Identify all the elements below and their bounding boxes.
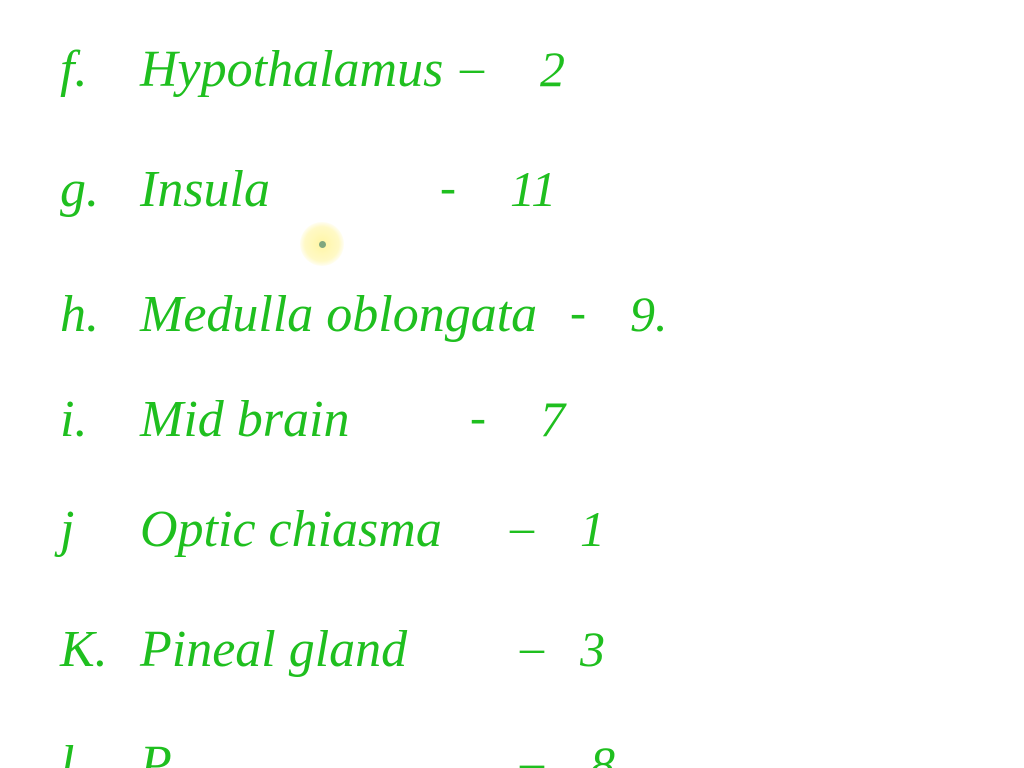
- row-letter: g.: [60, 160, 99, 219]
- row-term: Hypothalamus: [140, 40, 443, 99]
- row-dash: –: [520, 620, 544, 675]
- handwritten-page: f. Hypothalamus – 2 g. Insula - 11 h. Me…: [0, 0, 1024, 768]
- row-dash: -: [440, 160, 456, 215]
- row-dash: –: [460, 40, 484, 95]
- row-letter: j: [60, 500, 74, 559]
- row-dash: –: [520, 735, 544, 768]
- row-letter: i.: [60, 390, 87, 449]
- row-letter: f.: [60, 40, 87, 99]
- row-number: 7: [540, 390, 565, 448]
- row-dash: -: [570, 285, 586, 340]
- row-number: 9.: [630, 285, 668, 343]
- cursor-dot: [319, 241, 326, 248]
- row-number: 2: [540, 40, 565, 98]
- row-letter: l: [60, 735, 74, 768]
- row-term: P: [140, 735, 172, 768]
- row-number: 1: [580, 500, 605, 558]
- row-term: Mid brain: [140, 390, 349, 449]
- row-dash: -: [470, 390, 486, 445]
- row-dash: –: [510, 500, 534, 555]
- row-term: Optic chiasma: [140, 500, 442, 559]
- row-letter: K.: [60, 620, 108, 679]
- row-term: Pineal gland: [140, 620, 407, 679]
- row-number: 11: [510, 160, 556, 218]
- row-letter: h.: [60, 285, 99, 344]
- row-number: 8: [590, 735, 615, 768]
- row-term: Insula: [140, 160, 270, 219]
- row-number: 3: [580, 620, 605, 678]
- row-term: Medulla oblongata: [140, 285, 537, 344]
